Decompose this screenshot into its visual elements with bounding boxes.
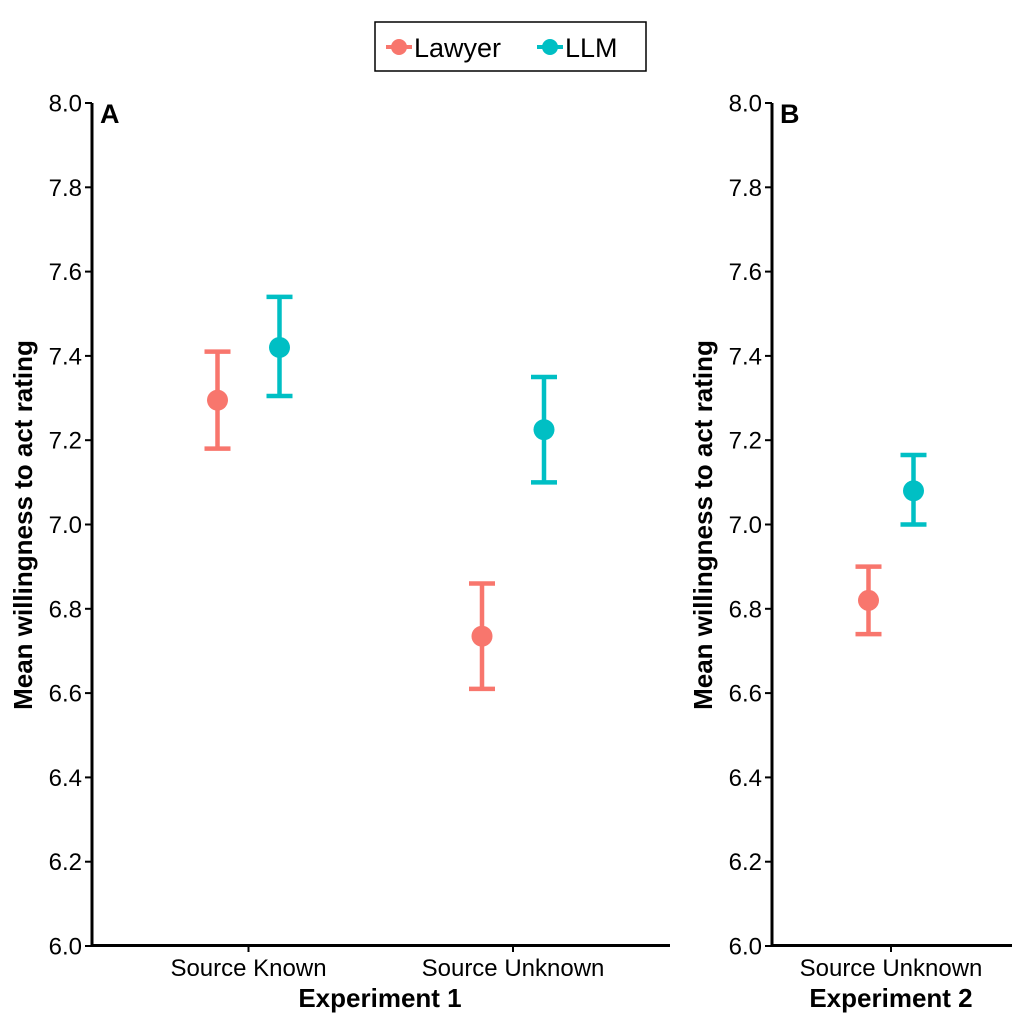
data-marks-a (204, 294, 557, 692)
point-llm-a-1 (533, 419, 555, 441)
y-tick-label-b-4: 6.8 (729, 596, 762, 623)
y-tick-label-b-10: 8.0 (729, 91, 762, 118)
y-axis-ticks-a: 6.0 6.2 6.4 6.6 6.8 7.0 7.2 7.4 7.6 7.8 8.0 (49, 91, 92, 961)
y-tick-label-b-0: 6.0 (729, 934, 762, 961)
y-tick-label-a-5: 7.0 (49, 512, 82, 539)
y-tick-label-a-2: 6.4 (49, 765, 82, 792)
panel-label-b: B (780, 99, 800, 129)
x-axis-title-a: Experiment 1 (298, 983, 461, 1013)
point-lawyer-a-1 (471, 625, 493, 647)
x-tick-label-source-unknown-b: Source Unknown (800, 955, 983, 982)
point-llm-a-0 (269, 336, 290, 358)
y-tick-label-b-8: 7.6 (729, 259, 762, 286)
legend-key-lawyer-point (391, 39, 407, 55)
y-tick-label-a-7: 7.4 (49, 343, 82, 370)
legend-key-llm-point (542, 39, 558, 55)
panel-a: Mean willingness to act rating 6.0 6.2 6.4… (8, 91, 670, 1013)
point-lawyer-a-0 (207, 389, 228, 411)
y-tick-label-a-6: 7.2 (49, 428, 82, 455)
y-tick-label-b-1: 6.2 (729, 849, 762, 876)
y-tick-label-b-3: 6.6 (729, 681, 762, 708)
y-tick-label-a-0: 6.0 (49, 934, 82, 961)
y-tick-label-a-8: 7.6 (49, 259, 82, 286)
y-tick-label-a-4: 6.8 (49, 596, 82, 623)
y-axis-title-a: Mean willingness to act rating (8, 340, 38, 710)
y-tick-label-b-2: 6.4 (729, 765, 762, 792)
y-tick-label-a-9: 7.8 (49, 175, 82, 202)
y-tick-label-b-5: 7.0 (729, 512, 762, 539)
x-tick-label-source-unknown-a: Source Unknown (422, 955, 605, 982)
x-tick-label-source-known: Source Known (170, 955, 326, 982)
y-tick-label-a-3: 6.6 (49, 681, 82, 708)
y-axis-ticks-b: 6.0 6.2 6.4 6.6 6.8 7.0 7.2 7.4 7.6 7.8 8.0 (729, 91, 772, 961)
legend: Lawyer LLM (374, 21, 647, 72)
panel-b: Mean willingness to act rating 6.0 6.2 6.4… (688, 91, 1012, 1013)
point-lawyer-b-0 (858, 589, 879, 611)
y-tick-label-b-6: 7.2 (729, 428, 762, 455)
y-tick-label-a-1: 6.2 (49, 849, 82, 876)
legend-label-llm: LLM (565, 33, 618, 63)
y-tick-label-b-9: 7.8 (729, 175, 762, 202)
y-tick-label-b-7: 7.4 (729, 343, 762, 370)
x-axis-title-b: Experiment 2 (809, 983, 972, 1013)
y-axis-title-b: Mean willingness to act rating (688, 340, 718, 710)
point-llm-b-0 (903, 480, 924, 502)
data-marks-b (855, 452, 927, 637)
y-tick-label-a-10: 8.0 (49, 91, 82, 118)
legend-box (374, 21, 647, 72)
legend-label-lawyer: Lawyer (414, 33, 501, 63)
panel-label-a: A (100, 99, 120, 129)
